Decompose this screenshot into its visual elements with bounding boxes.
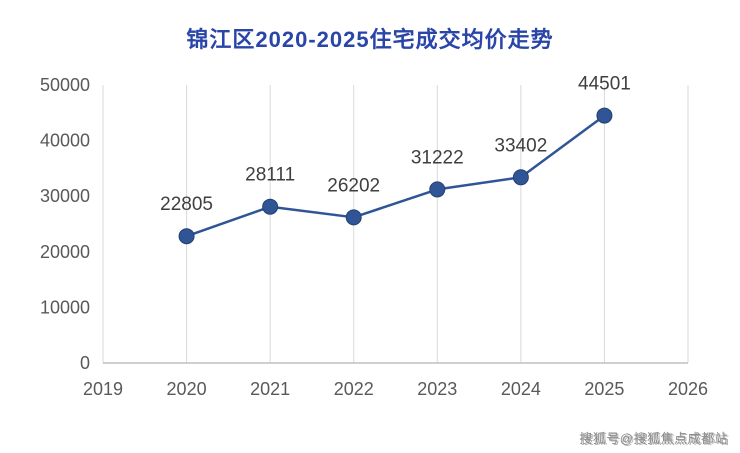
x-axis-tick-label: 2025 bbox=[584, 379, 624, 399]
x-axis-tick-label: 2020 bbox=[167, 379, 207, 399]
watermark-text: 搜狐号@搜狐焦点成都站 bbox=[579, 431, 728, 446]
data-point-label: 22805 bbox=[160, 194, 213, 215]
trend-line bbox=[186, 114, 606, 238]
x-axis-tick-label: 2019 bbox=[83, 379, 123, 399]
data-point-label: 26202 bbox=[327, 175, 380, 196]
data-point-label: 33402 bbox=[494, 135, 547, 156]
data-point bbox=[596, 107, 613, 124]
chart-title: 锦江区2020-2025住宅成交均价走势 bbox=[186, 27, 554, 52]
x-axis-tick-label: 2021 bbox=[250, 379, 290, 399]
y-axis-tick-label: 20000 bbox=[40, 242, 90, 262]
data-point bbox=[512, 169, 529, 186]
y-axis-tick-label: 40000 bbox=[40, 131, 90, 151]
y-axis-tick-label: 0 bbox=[80, 353, 90, 373]
data-point bbox=[178, 228, 195, 245]
data-point bbox=[345, 209, 362, 226]
data-point-label: 28111 bbox=[245, 165, 295, 186]
data-point bbox=[429, 181, 446, 198]
data-point-label: 31222 bbox=[411, 147, 464, 168]
data-point bbox=[262, 198, 279, 215]
y-axis-tick-label: 30000 bbox=[40, 186, 90, 206]
y-axis-tick-label: 50000 bbox=[40, 75, 90, 95]
x-axis-tick-label: 2022 bbox=[334, 379, 374, 399]
x-axis-tick-label: 2023 bbox=[417, 379, 457, 399]
x-axis-tick-label: 2024 bbox=[501, 379, 541, 399]
data-point-label: 44501 bbox=[578, 74, 631, 95]
x-axis-tick-label: 2026 bbox=[668, 379, 708, 399]
y-axis-tick-label: 10000 bbox=[40, 297, 90, 317]
